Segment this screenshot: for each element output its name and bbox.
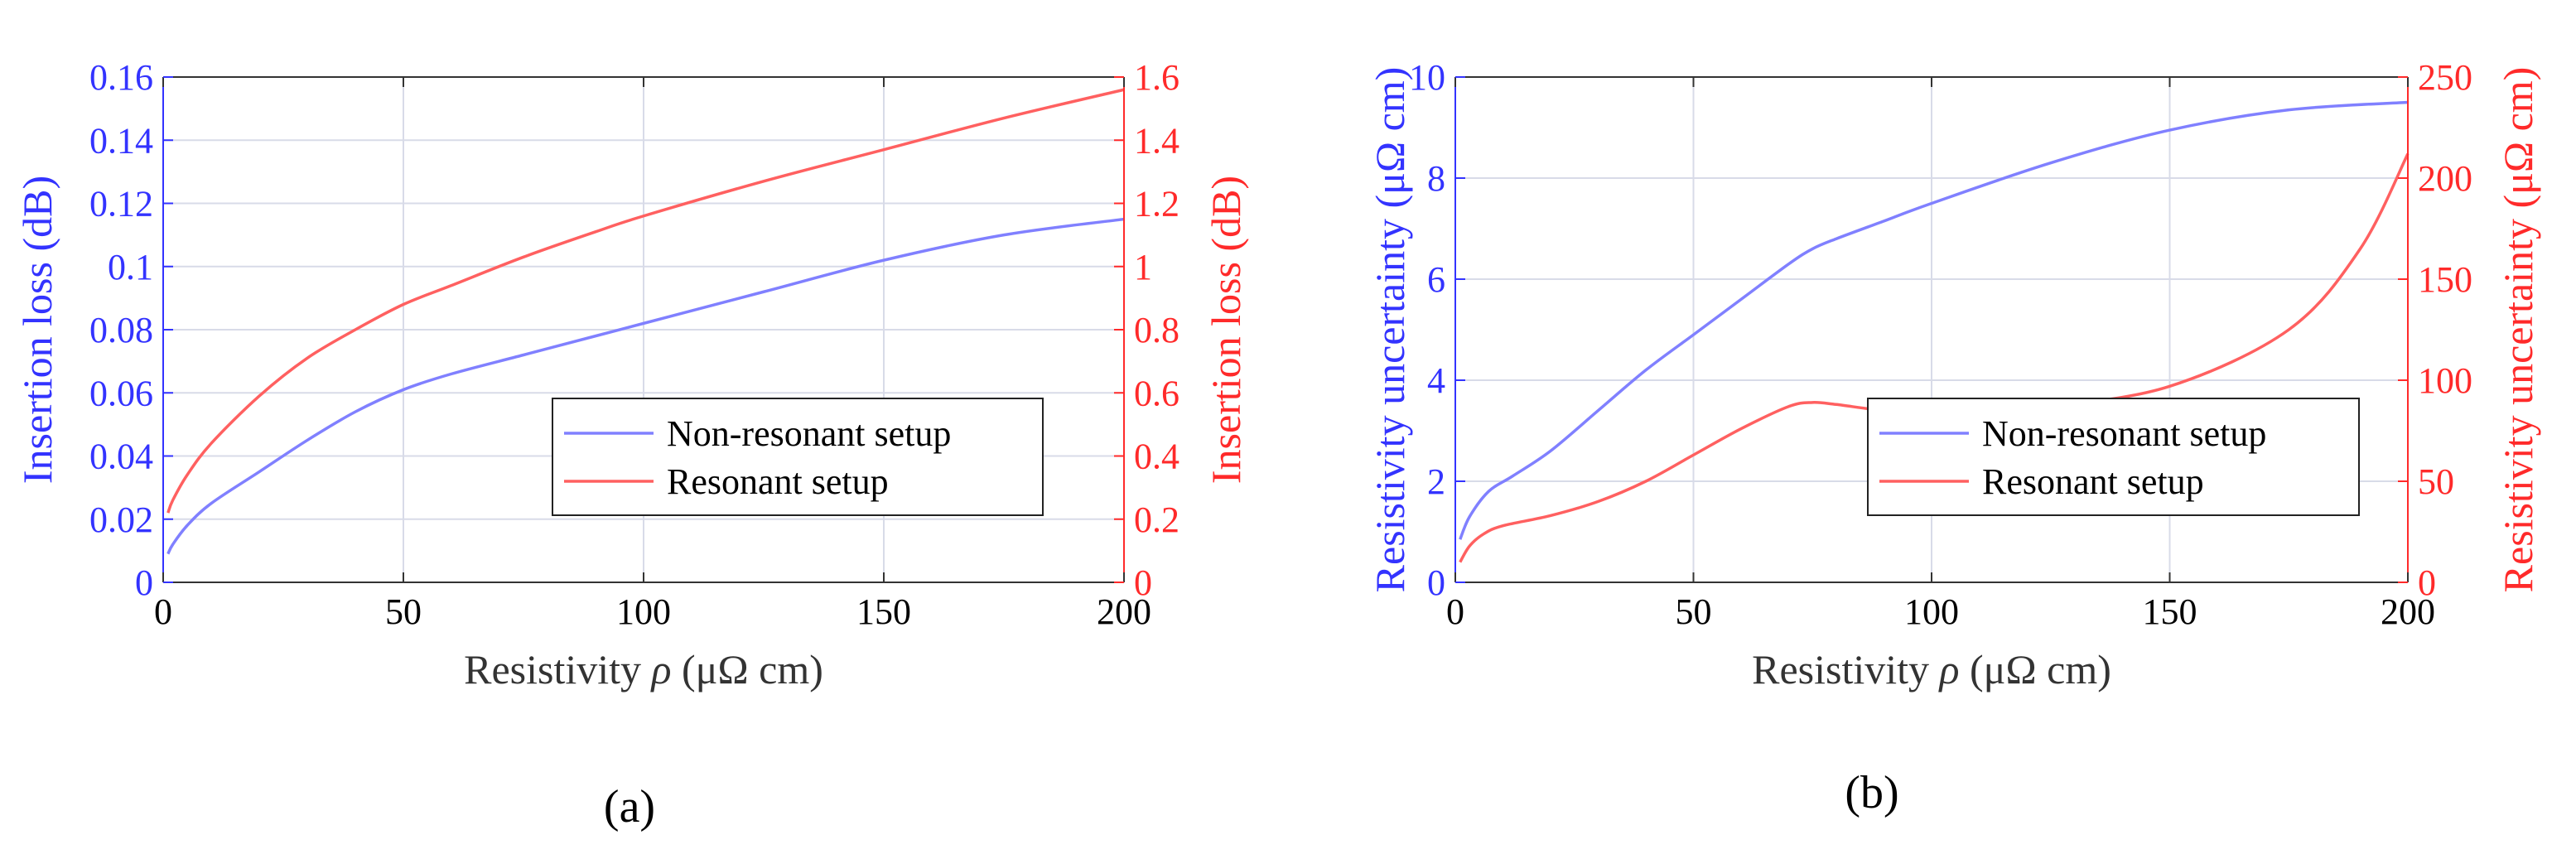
y-tick-label-right: 50 bbox=[2418, 461, 2454, 502]
legend-label: Non-resonant setup bbox=[1982, 413, 2266, 454]
x-tick-label: 0 bbox=[154, 591, 172, 632]
legend-box bbox=[552, 398, 1044, 516]
y-tick-label-left: 0.06 bbox=[89, 373, 153, 413]
y-tick-label-left: 0.12 bbox=[89, 184, 153, 224]
y-tick-label-right: 200 bbox=[2418, 158, 2472, 199]
y-axis-label-right-b: Resistivity uncertainty (μΩ cm) bbox=[2495, 67, 2541, 593]
x-tick-label: 150 bbox=[856, 591, 911, 632]
x-tick-label: 200 bbox=[2381, 591, 2435, 632]
y-tick-label-right: 0.8 bbox=[1134, 310, 1179, 350]
y-tick-label-right: 0.4 bbox=[1134, 437, 1179, 477]
x-tick-label: 50 bbox=[385, 591, 422, 632]
series-line-non-resonant-a bbox=[166, 217, 1125, 555]
legend-b: Non-resonant setup Resonant setup bbox=[1867, 398, 2360, 516]
y-tick-label-left: 2 bbox=[1427, 461, 1445, 502]
y-tick-label-left: 0.14 bbox=[89, 120, 153, 161]
y-tick-label-right: 250 bbox=[2418, 57, 2472, 98]
y-tick-label-right: 1 bbox=[1134, 247, 1152, 287]
y-tick-label-right: 0 bbox=[2418, 562, 2436, 603]
y-tick-label-left: 0.08 bbox=[89, 310, 153, 350]
y-tick-label-right: 150 bbox=[2418, 259, 2472, 300]
y-tick-label-right: 0 bbox=[1134, 562, 1152, 603]
legend-box bbox=[1867, 398, 2360, 516]
series-line-resonant-b bbox=[1459, 152, 2410, 563]
y-tick-label-left: 4 bbox=[1427, 360, 1445, 401]
y-tick-label-left: 0.16 bbox=[89, 57, 153, 98]
x-tick-label: 100 bbox=[1904, 591, 1959, 632]
series-line-resonant-a bbox=[166, 88, 1125, 514]
y-tick-label-right: 1.6 bbox=[1134, 57, 1179, 98]
y-tick-label-left: 0.04 bbox=[89, 437, 153, 477]
legend-label: Non-resonant setup bbox=[667, 413, 951, 454]
legend-a: Non-resonant setup Resonant setup bbox=[552, 398, 1044, 516]
x-tick-label: 0 bbox=[1446, 591, 1464, 632]
caption-b: (b) bbox=[1845, 767, 1898, 818]
y-tick-label-right: 100 bbox=[2418, 360, 2472, 401]
x-axis-label-b: Resistivity ρ (μΩ cm) bbox=[1752, 646, 2111, 693]
y-tick-label-left: 0 bbox=[1427, 562, 1445, 603]
x-axis-label-a: Resistivity ρ (μΩ cm) bbox=[464, 646, 823, 693]
y-axis-label-left-b: Resistivity uncertainty (μΩ cm) bbox=[1367, 67, 1413, 593]
x-tick-label: 100 bbox=[616, 591, 671, 632]
y-tick-label-right: 0.2 bbox=[1134, 499, 1179, 540]
y-tick-label-left: 10 bbox=[1409, 57, 1445, 98]
y-tick-label-left: 8 bbox=[1427, 158, 1445, 199]
x-tick-label: 150 bbox=[2143, 591, 2197, 632]
y-tick-label-right: 1.4 bbox=[1134, 120, 1179, 161]
y-axis-label-left-a: Insertion loss (dB) bbox=[14, 176, 60, 484]
caption-a: (a) bbox=[604, 781, 655, 832]
y-tick-label-left: 0 bbox=[135, 562, 153, 603]
legend-label: Resonant setup bbox=[667, 461, 889, 502]
legend-label: Resonant setup bbox=[1982, 461, 2204, 502]
y-tick-label-left: 0.02 bbox=[89, 499, 153, 540]
y-tick-label-left: 0.1 bbox=[108, 247, 153, 287]
series-line-non-resonant-b bbox=[1459, 100, 2409, 540]
panel-a: 0 50 100 150 20000.020.040.060.080.10.120.14… bbox=[14, 57, 1249, 693]
y-axis-label-right-a: Insertion loss (dB) bbox=[1203, 176, 1249, 484]
y-tick-label-left: 6 bbox=[1427, 259, 1445, 300]
x-tick-label: 200 bbox=[1097, 591, 1151, 632]
y-tick-label-right: 1.2 bbox=[1134, 184, 1179, 224]
x-tick-label: 50 bbox=[1676, 591, 1712, 632]
panel-b: 0 50 100 150 2000246810050100150200250Resist… bbox=[1367, 57, 2541, 693]
y-tick-label-right: 0.6 bbox=[1134, 373, 1179, 413]
